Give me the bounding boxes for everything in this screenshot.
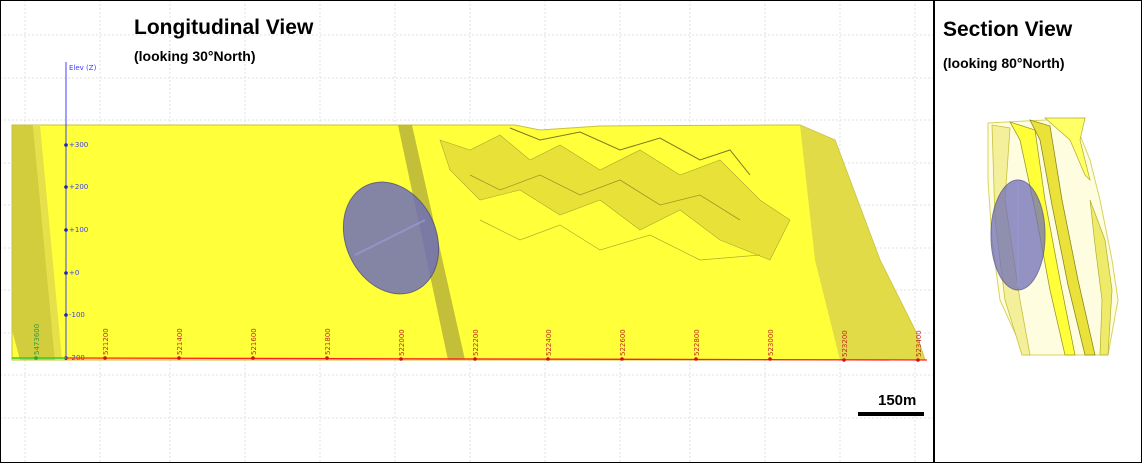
easting-tick-label: 523400: [915, 330, 923, 357]
easting-tick-label: 522000: [398, 329, 406, 356]
easting-tick-label: 521400: [176, 328, 184, 355]
easting-tick-label: 521200: [102, 328, 110, 355]
easting-tick-label: 521600: [250, 328, 258, 355]
ellipsoid-target: [342, 181, 440, 295]
section-view-title: Section View: [943, 18, 1073, 41]
elev-tick-mark: [64, 228, 68, 232]
elev-tick-label: -100: [69, 311, 85, 319]
section-view-subtitle: (looking 80°North): [943, 55, 1065, 71]
elev-tick-mark: [64, 185, 68, 189]
longitudinal-view-subtitle: (looking 30°North): [134, 48, 256, 64]
orebody-section: [987, 117, 1119, 356]
northing-label: 5473600: [33, 324, 41, 355]
easting-tick-label: 523000: [767, 329, 775, 356]
panel-divider: [933, 0, 935, 463]
easting-tick-label: 522600: [619, 329, 627, 356]
scale-bar-label: 150m: [878, 392, 917, 409]
elevation-axis-label: Elev (Z): [69, 64, 97, 72]
easting-tick-label: 522200: [472, 329, 480, 356]
elev-tick-label: +0: [69, 269, 79, 277]
elev-tick-label: +300: [69, 141, 88, 149]
easting-tick-label: 521800: [324, 328, 332, 355]
northing-axis: 5473600: [12, 324, 66, 360]
easting-tick-label: 522400: [545, 329, 553, 356]
elev-tick-mark: [64, 271, 68, 275]
elev-tick-mark: [64, 313, 68, 317]
elev-tick-label: +100: [69, 226, 88, 234]
easting-tick-label: 523200: [841, 330, 849, 357]
scale-bar: [858, 412, 924, 416]
orebody-longitudinal: [11, 124, 926, 361]
longitudinal-view-title: Longitudinal View: [134, 16, 314, 39]
elev-tick-mark: [64, 143, 68, 147]
elev-tick-label: +200: [69, 183, 88, 191]
easting-axis: 521200 521400 521600 521800 522000 52220…: [65, 328, 928, 362]
easting-tick-label: 522800: [693, 329, 701, 356]
